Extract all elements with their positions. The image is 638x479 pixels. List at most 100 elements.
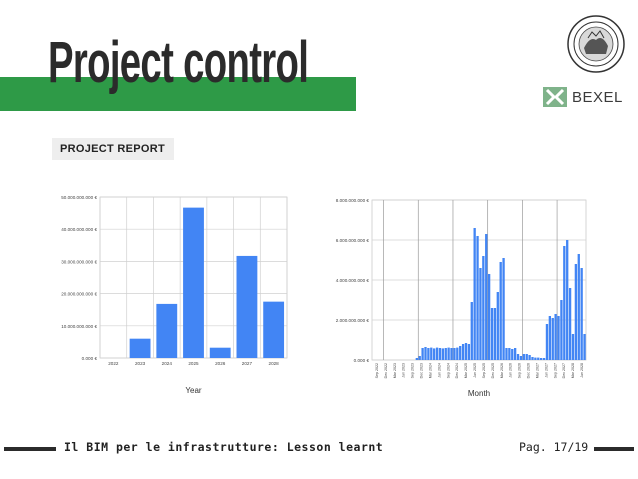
x-tick-label: Mar 2026 bbox=[500, 363, 504, 378]
y-tick-label: 50.000.000.000 € bbox=[61, 195, 97, 200]
bar-month bbox=[473, 228, 476, 360]
x-tick-label: 2024 bbox=[162, 361, 173, 366]
bar-month bbox=[433, 348, 436, 360]
x-tick-label: 2022 bbox=[108, 361, 119, 366]
bar-month bbox=[456, 347, 459, 360]
x-tick-label: Jun 2023 bbox=[402, 363, 406, 378]
bar-month bbox=[427, 348, 430, 360]
x-tick-label: 2025 bbox=[188, 361, 199, 366]
bar-month bbox=[551, 318, 554, 360]
bar-2023 bbox=[129, 338, 151, 358]
bar-month bbox=[568, 288, 572, 360]
x-tick-label: Mar 2024 bbox=[428, 363, 432, 378]
x-tick-label: Sep 2025 bbox=[482, 363, 486, 378]
university-seal-logo bbox=[567, 15, 625, 73]
x-tick-label: 2027 bbox=[242, 361, 253, 366]
bar-2028 bbox=[263, 301, 285, 358]
bar-month bbox=[453, 348, 456, 360]
x-tick-label: Jun 2026 bbox=[509, 363, 513, 378]
bexel-mark-icon bbox=[543, 87, 567, 107]
bar-month bbox=[531, 357, 534, 360]
x-tick-label: Mar 2028 bbox=[571, 363, 575, 378]
footer-rule-left bbox=[4, 447, 56, 451]
bar-2026 bbox=[209, 347, 231, 358]
x-tick-label: Dec 2027 bbox=[562, 363, 566, 378]
bar-month bbox=[502, 258, 505, 360]
bar-month bbox=[537, 357, 540, 360]
bar-month bbox=[487, 274, 491, 360]
bar-month bbox=[441, 348, 445, 360]
bar-month bbox=[508, 348, 511, 360]
bar-month bbox=[499, 262, 502, 360]
x-tick-label: Jun 2025 bbox=[473, 363, 477, 378]
x-axis-title: Month bbox=[468, 389, 490, 398]
y-tick-label: 20.000.000.000 € bbox=[61, 292, 97, 297]
bar-month bbox=[540, 358, 543, 360]
bar-month bbox=[461, 344, 465, 360]
bexel-logo-text: BEXEL bbox=[572, 88, 623, 106]
bar-month bbox=[583, 334, 586, 360]
bar-month bbox=[490, 308, 494, 360]
bar-month bbox=[554, 314, 557, 360]
x-tick-label: Jun 2024 bbox=[437, 363, 441, 378]
y-tick-label: 0.000 € bbox=[82, 356, 98, 361]
bar-2025 bbox=[183, 207, 204, 358]
y-tick-label: 8.000.000.000 € bbox=[336, 198, 370, 203]
bar-month bbox=[464, 343, 468, 360]
bar-month bbox=[470, 302, 473, 360]
section-label: PROJECT REPORT bbox=[48, 138, 174, 160]
x-tick-label: Sep 2022 bbox=[375, 363, 379, 378]
bar-month bbox=[505, 348, 508, 360]
bar-month bbox=[522, 354, 525, 360]
bar-month bbox=[479, 268, 482, 360]
bar-month bbox=[566, 240, 569, 360]
bar-month bbox=[560, 300, 563, 360]
bar-month bbox=[467, 344, 471, 360]
bar-month bbox=[438, 348, 442, 360]
bar-month bbox=[415, 358, 418, 360]
title-accent-band bbox=[0, 77, 356, 111]
bar-month bbox=[548, 316, 552, 360]
bar-month bbox=[574, 264, 578, 360]
bar-month bbox=[580, 268, 583, 360]
bar-month bbox=[496, 292, 499, 360]
y-tick-label: 6.000.000.000 € bbox=[336, 238, 370, 243]
bar-month bbox=[476, 236, 479, 360]
bar-month bbox=[519, 356, 523, 360]
bar-month bbox=[447, 347, 450, 360]
x-tick-label: Dec 2022 bbox=[384, 363, 388, 378]
page-title: Project control bbox=[48, 30, 309, 95]
x-axis-title: Year bbox=[185, 386, 202, 395]
bar-month bbox=[450, 348, 453, 360]
y-tick-label: 0.000 € bbox=[354, 358, 370, 363]
y-tick-label: 2.000.000.000 € bbox=[336, 318, 370, 323]
x-tick-label: 2028 bbox=[269, 361, 280, 366]
x-tick-label: Dec 2026 bbox=[527, 363, 531, 378]
x-tick-label: Jun 2027 bbox=[544, 363, 548, 378]
footer-course-title: Il BIM per le infrastrutture: Lesson lea… bbox=[64, 440, 384, 454]
y-tick-label: 10.000.000.000 € bbox=[61, 324, 97, 329]
page-number: Pag. 17/19 bbox=[519, 440, 589, 454]
bar-month bbox=[563, 246, 566, 360]
monthly-bar-chart: 0.000 € 2.000.000.000 € 4.000.000.000 € 6.0… bbox=[336, 198, 587, 398]
bar-month bbox=[534, 357, 537, 360]
bar-month bbox=[513, 348, 517, 360]
y-tick-label: 4.000.000.000 € bbox=[336, 278, 370, 283]
bar-month bbox=[435, 347, 439, 360]
x-tick-label: Sep 2026 bbox=[518, 363, 522, 378]
x-tick-label: Sep 2027 bbox=[553, 363, 557, 378]
bar-2024 bbox=[156, 303, 178, 358]
bar-month bbox=[545, 324, 549, 360]
bar-month bbox=[421, 348, 424, 360]
bar-2027 bbox=[236, 255, 258, 358]
footer-rule-right bbox=[594, 447, 634, 451]
bar-month bbox=[516, 354, 520, 360]
bar-month bbox=[557, 316, 560, 360]
x-tick-label: Mar 2027 bbox=[535, 363, 539, 378]
bar-month bbox=[424, 347, 427, 360]
x-tick-label: 2026 bbox=[215, 361, 226, 366]
x-tick-label: 2023 bbox=[135, 361, 146, 366]
x-tick-label: Dec 2023 bbox=[420, 363, 424, 378]
y-tick-label: 40.000.000.000 € bbox=[61, 227, 97, 232]
yearly-bar-chart: 0.000 € 10.000.000.000 € 20.000.000.000 € 3… bbox=[61, 195, 288, 395]
